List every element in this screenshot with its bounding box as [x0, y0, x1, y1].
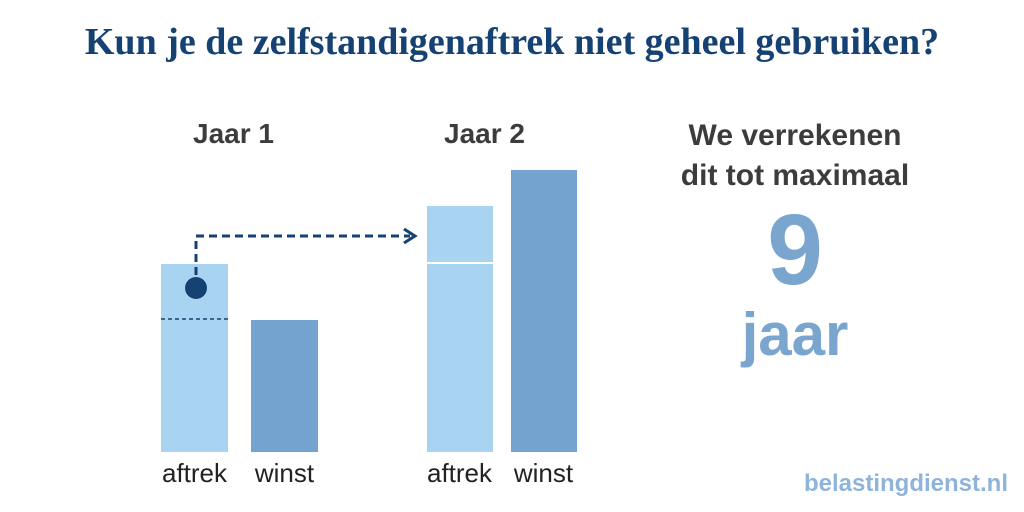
carry-over-text-line-2: dit tot maximaal	[680, 159, 910, 192]
year-2-aftrek-divider	[427, 262, 493, 264]
max-years-unit: jaar	[741, 301, 849, 368]
carry-over-text-line-1: We verrekenen	[688, 119, 902, 152]
year-2-winst-bar	[511, 170, 577, 452]
brand-logo-text: belastingdienst.nl	[803, 470, 1008, 497]
year-1-winst-label: winst	[254, 458, 315, 488]
year-2-winst-label: winst	[513, 458, 574, 488]
page-title: Kun je de zelfstandigenaftrek niet gehee…	[84, 21, 940, 63]
arrow-head-icon	[403, 227, 418, 245]
max-years-number: 9	[767, 194, 823, 306]
year-2-aftrek-label: aftrek	[426, 458, 493, 488]
year-2-label: Jaar 2	[444, 118, 525, 149]
year-1-winst-bar	[251, 320, 318, 452]
carry-over-path	[194, 234, 410, 288]
year-1-aftrek-label: aftrek	[161, 458, 228, 488]
year-2-aftrek-bar	[427, 206, 493, 452]
year-1-label: Jaar 1	[193, 118, 274, 149]
